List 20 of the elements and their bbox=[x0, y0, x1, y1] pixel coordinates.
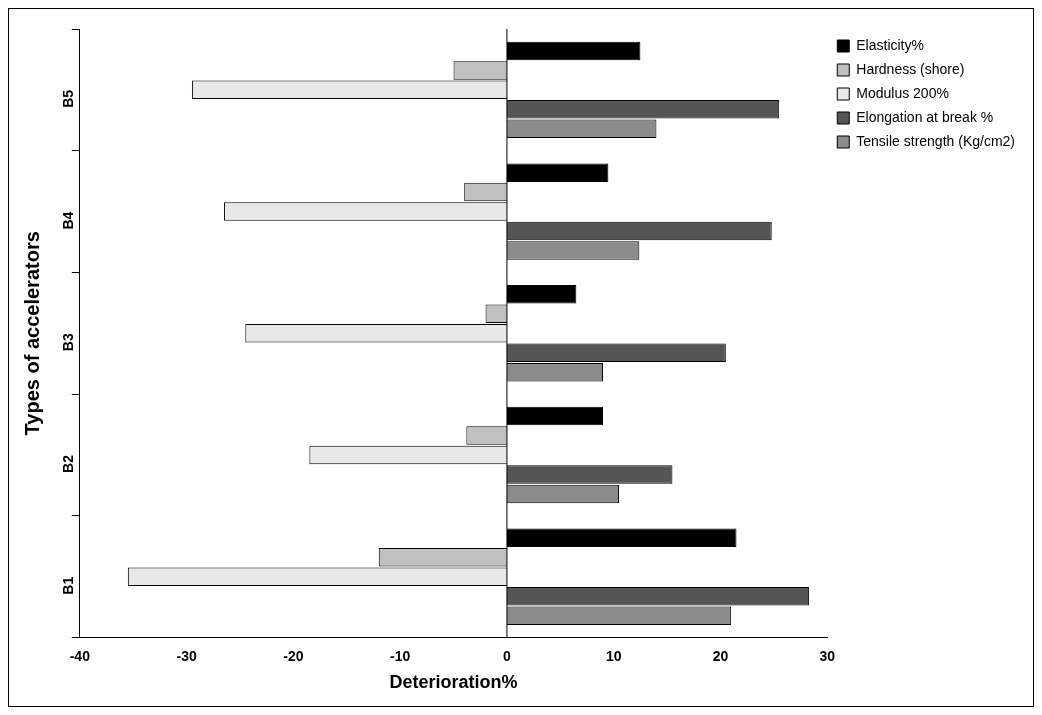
y-tick-label: B2 bbox=[59, 454, 76, 473]
legend-label: Elasticity% bbox=[856, 36, 924, 53]
y-axis-title: Types of accelerators bbox=[20, 231, 43, 436]
x-tick-label: 20 bbox=[712, 647, 729, 664]
x-tick-label: 0 bbox=[503, 647, 512, 664]
x-tick-label: -30 bbox=[176, 647, 197, 664]
y-tick-label: B3 bbox=[59, 333, 76, 352]
x-axis-title: Deterioration% bbox=[389, 672, 518, 693]
x-tick-label: -20 bbox=[283, 647, 304, 664]
x-tick-label: -10 bbox=[390, 647, 411, 664]
legend-label: Tensile strength (Kg/cm2) bbox=[856, 132, 1015, 149]
x-tick-label: 10 bbox=[605, 647, 622, 664]
x-tick-label: 30 bbox=[819, 647, 836, 664]
y-tick-label: B1 bbox=[59, 576, 76, 595]
legend-label: Modulus 200% bbox=[856, 84, 949, 101]
legend-label: Hardness (shore) bbox=[856, 60, 965, 77]
x-tick-label: -40 bbox=[69, 647, 91, 664]
y-tick-label: B4 bbox=[59, 211, 76, 230]
legend-label: Elongation at break % bbox=[856, 108, 994, 125]
y-tick-label: B5 bbox=[59, 89, 76, 108]
